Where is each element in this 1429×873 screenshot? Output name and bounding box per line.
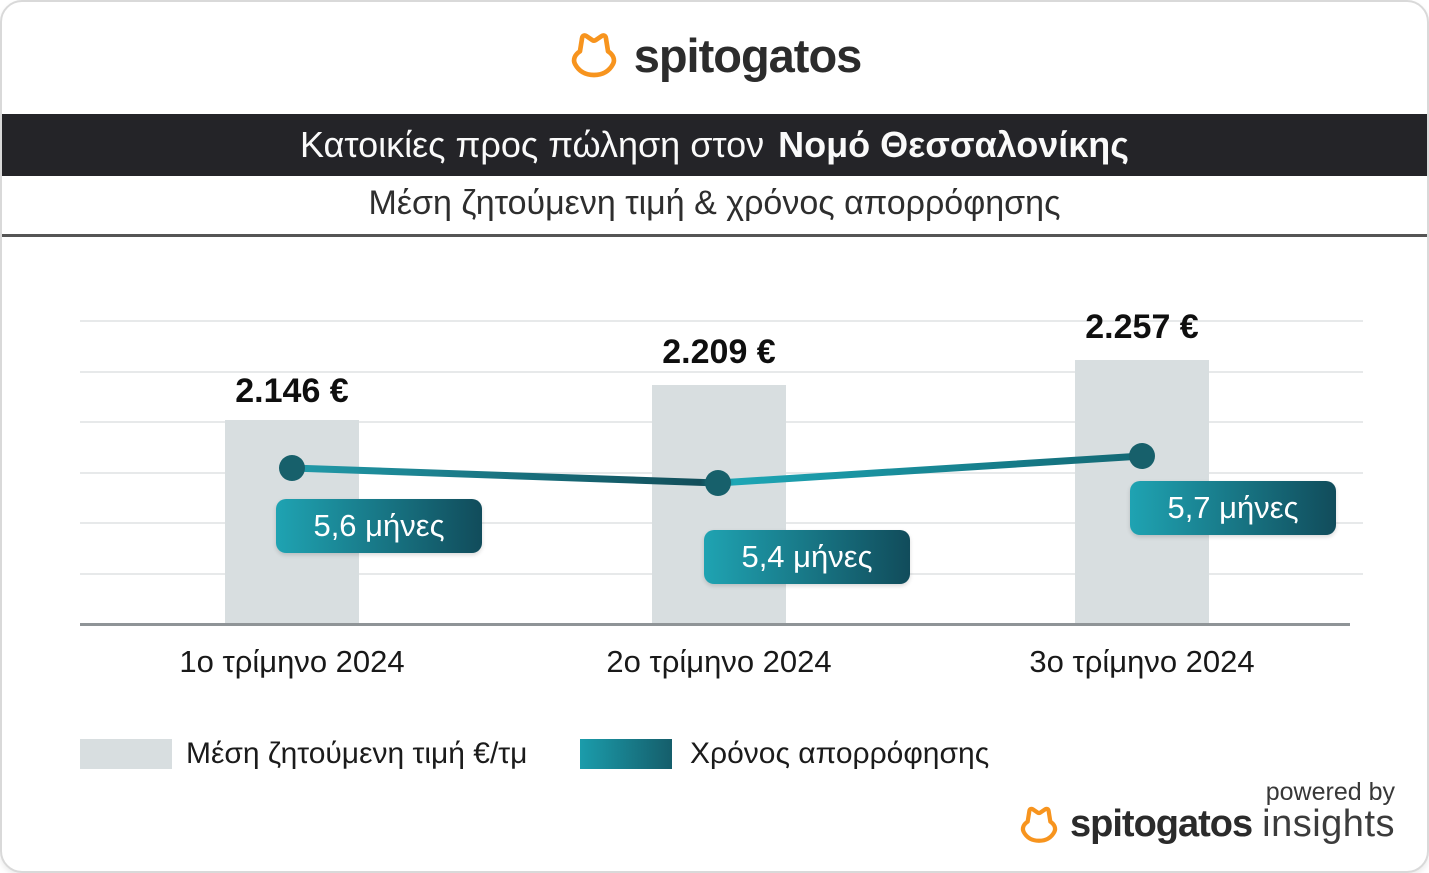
gridline <box>80 371 1363 373</box>
title-prefix: Κατοικίες προς πώληση στον <box>299 124 765 165</box>
chart-subtitle: Μέση ζητούμενη τιμή & χρόνος απορρόφησης <box>368 184 1061 222</box>
x-label-q2: 2ο τρίμηνο 2024 <box>606 644 832 679</box>
legend-swatch-absorption <box>580 739 672 769</box>
powered-by-text: powered by <box>1265 778 1395 806</box>
price-value-q2: 2.209 € <box>662 333 776 371</box>
brand-header: spitogatos <box>2 28 1427 83</box>
footer-brand-wordmark: spitogatos <box>1070 803 1253 845</box>
x-label-q3: 3ο τρίμηνο 2024 <box>1029 644 1255 679</box>
absorption-pill-q2: 5,4 μήνες <box>704 530 910 584</box>
footer-logo: spitogatos insights <box>1018 803 1395 846</box>
absorption-pill-q1: 5,6 μήνες <box>276 499 482 553</box>
x-axis-line <box>80 623 1350 626</box>
subtitle-divider <box>2 234 1427 237</box>
price-value-q1: 2.146 € <box>235 372 349 410</box>
price-bar-q2 <box>652 385 786 624</box>
legend-label-price: Μέση ζητούμενη τιμή €/τμ <box>186 737 528 770</box>
title-emphasis: Νομό Θεσσαλονίκης <box>778 124 1130 165</box>
gridline <box>80 320 1363 322</box>
spitogatos-cat-icon <box>571 33 616 78</box>
price-value-q3: 2.257 € <box>1085 308 1199 346</box>
absorption-pill-q3: 5,7 μήνες <box>1130 481 1336 535</box>
footer-insights-label: insights <box>1262 803 1395 845</box>
brand-wordmark: spitogatos <box>633 29 863 82</box>
spitogatos-cat-icon-small <box>1020 806 1058 843</box>
title-banner: Κατοικίες προς πώληση στον Νομό Θεσσαλον… <box>2 114 1427 176</box>
x-label-q1: 1ο τρίμηνο 2024 <box>179 644 405 679</box>
legend-swatch-price <box>80 739 172 769</box>
legend-label-absorption: Χρόνος απορρόφησης <box>690 737 990 770</box>
